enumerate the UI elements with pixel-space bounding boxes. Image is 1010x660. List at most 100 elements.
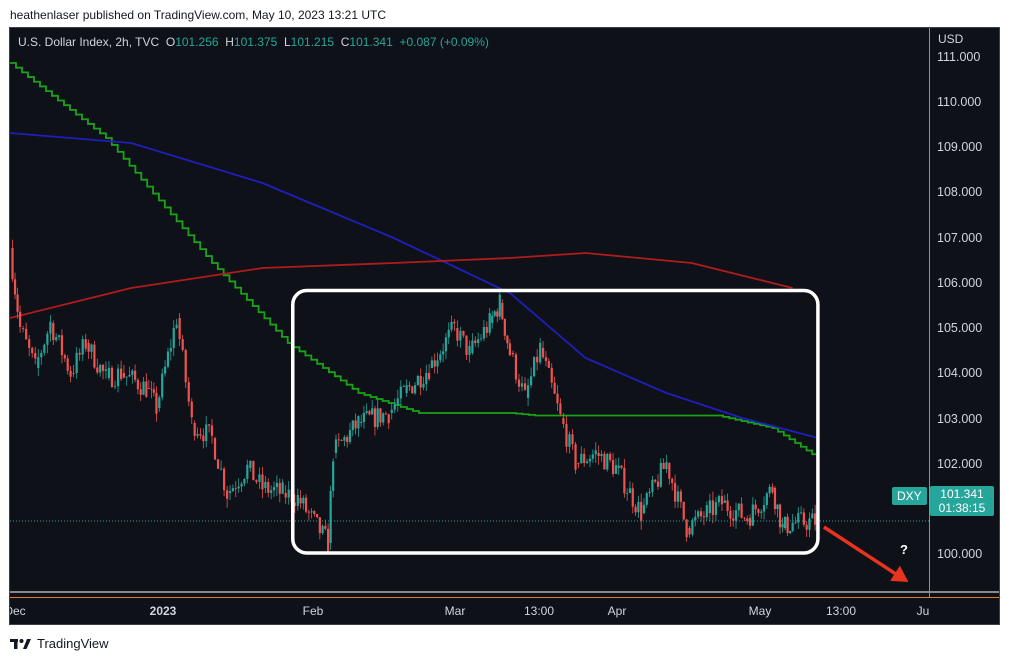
x-tick-label: Dec xyxy=(10,604,26,618)
candle-body xyxy=(757,509,760,513)
candle-body xyxy=(368,411,371,415)
candle-body xyxy=(503,318,506,336)
candle-body xyxy=(40,352,43,358)
candle-body xyxy=(765,493,768,506)
candle-body xyxy=(723,500,726,503)
candle-body xyxy=(762,505,766,512)
candle-body xyxy=(422,383,425,388)
candle-body xyxy=(145,381,148,397)
y-tick-label: 108.000 xyxy=(937,185,983,199)
candle-body xyxy=(789,530,792,534)
y-tick-label: 106.000 xyxy=(937,276,983,290)
candle-body xyxy=(671,478,674,484)
candle-body xyxy=(384,413,388,415)
candle-body xyxy=(702,516,706,518)
candle-body xyxy=(310,511,313,513)
candle-body xyxy=(69,370,72,377)
candle-body xyxy=(354,420,357,429)
candle-body xyxy=(603,453,606,470)
legend-close-key: C xyxy=(340,35,350,49)
candle-body xyxy=(365,411,368,413)
candle-body xyxy=(786,516,789,534)
candle-body xyxy=(405,385,408,393)
candle-body xyxy=(485,326,488,333)
candle-body xyxy=(163,366,167,374)
candle-body xyxy=(717,496,721,503)
time-axis[interactable] xyxy=(10,597,999,624)
candle-body xyxy=(75,352,78,374)
candle-body xyxy=(556,393,559,404)
candle-body xyxy=(493,311,496,316)
candle-body xyxy=(626,493,629,494)
candle-body xyxy=(155,392,158,414)
candle-body xyxy=(43,344,46,353)
candle-body xyxy=(379,408,382,423)
candle-body xyxy=(387,414,390,424)
axis-unit-label: USD xyxy=(938,32,964,46)
candle-body xyxy=(471,340,474,353)
candle-body xyxy=(234,488,237,489)
annotation-arrow-head xyxy=(890,565,909,582)
candle-body xyxy=(436,360,439,367)
candle-body xyxy=(482,326,486,339)
candle-body xyxy=(768,486,771,494)
candle-body xyxy=(96,367,99,373)
candle-body xyxy=(631,488,634,507)
candle-body xyxy=(526,385,530,398)
candle-body xyxy=(13,279,17,295)
candle-body xyxy=(213,438,217,460)
candle-body xyxy=(591,454,594,459)
y-tick-label: 107.000 xyxy=(937,231,983,245)
candle-body xyxy=(78,352,81,355)
candle-body xyxy=(676,491,680,502)
legend-low-key: L xyxy=(283,35,291,49)
candle-body xyxy=(628,488,632,494)
candle-body xyxy=(571,434,574,445)
candle-body xyxy=(264,481,267,488)
candle-body xyxy=(187,382,190,402)
candle-body xyxy=(694,516,697,521)
candle-body xyxy=(544,357,548,361)
candle-body xyxy=(530,376,533,386)
candle-body xyxy=(128,374,131,377)
candle-body xyxy=(287,489,290,498)
candle-body xyxy=(447,329,450,338)
chart-pane[interactable]: U.S. Dollar Index, 2h, TVC O101.256 H101… xyxy=(9,27,1000,625)
candle-body xyxy=(222,468,226,491)
x-tick-label: 2023 xyxy=(149,604,177,618)
candle-body xyxy=(142,381,145,395)
candle-body xyxy=(84,339,87,349)
candle-body xyxy=(740,503,743,518)
price-axis[interactable] xyxy=(929,28,999,598)
candle-body xyxy=(640,501,643,521)
candle-body xyxy=(673,483,677,502)
candle-body xyxy=(754,504,757,510)
candle-body xyxy=(101,365,105,371)
candle-body xyxy=(711,500,714,515)
candle-body xyxy=(520,383,524,387)
candle-body xyxy=(462,330,465,336)
candle-body xyxy=(550,367,553,383)
candle-body xyxy=(682,501,685,520)
candle-body xyxy=(539,342,542,363)
candle-body xyxy=(732,518,735,521)
candle-body xyxy=(408,385,411,387)
candle-body xyxy=(433,360,436,367)
candle-body xyxy=(231,488,234,492)
candle-body xyxy=(523,383,527,390)
moving-average-line-blue xyxy=(10,132,819,439)
candle-body xyxy=(178,318,181,340)
candle-body xyxy=(116,368,120,387)
candle-body xyxy=(562,418,565,425)
candle-body xyxy=(18,311,22,328)
candle-body xyxy=(614,465,618,474)
candle-body xyxy=(439,354,442,361)
candle-body xyxy=(332,461,335,491)
candle-body xyxy=(688,528,691,535)
candle-body xyxy=(87,343,90,352)
candle-body xyxy=(334,439,338,453)
candle-body xyxy=(382,413,385,423)
candle-body xyxy=(376,408,379,428)
candle-body xyxy=(90,344,93,352)
candle-body xyxy=(55,337,58,341)
